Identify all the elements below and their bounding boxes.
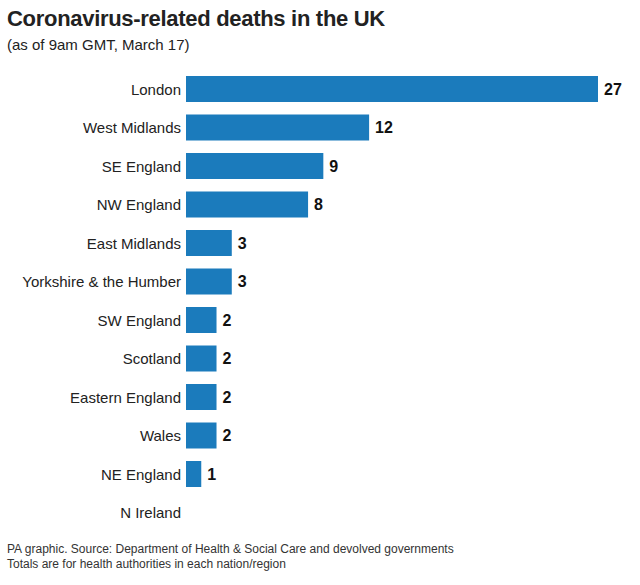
svg-text:Scotland: Scotland [123, 350, 181, 367]
html-text:Coronavirus-related deaths in: Coronavirus-related deaths in the UK [7, 6, 385, 31]
svg-text:Wales: Wales [140, 427, 181, 444]
svg-text:Eastern England: Eastern England [70, 389, 181, 406]
svg-text:8: 8 [314, 196, 323, 213]
svg-text:SW England: SW England [98, 312, 181, 329]
svg-text:2: 2 [223, 427, 232, 444]
svg-text:9: 9 [329, 158, 338, 175]
svg-text:London: London [131, 81, 181, 98]
svg-text:27: 27 [604, 81, 622, 98]
svg-text:2: 2 [223, 312, 232, 329]
html-text:(as of 9am GMT, March 17): (as of 9am GMT, March 17) [7, 36, 190, 53]
svg-text:1: 1 [207, 466, 216, 483]
html-text:Totals are for health authorit: Totals are for health authorities in eac… [7, 557, 286, 571]
svg-text:2: 2 [223, 350, 232, 367]
svg-text:N Ireland: N Ireland [120, 504, 181, 521]
svg-text:East Midlands: East Midlands [87, 235, 181, 252]
svg-text:NW England: NW England [97, 196, 181, 213]
html-text:PA graphic. Source: Department: PA graphic. Source: Department of Health… [7, 542, 454, 556]
svg-text:West Midlands: West Midlands [83, 119, 181, 136]
svg-text:2: 2 [223, 389, 232, 406]
svg-text:12: 12 [375, 119, 393, 136]
svg-text:Yorkshire & the Humber: Yorkshire & the Humber [22, 273, 181, 290]
svg-text:NE England: NE England [101, 466, 181, 483]
svg-text:3: 3 [238, 273, 247, 290]
svg-text:3: 3 [238, 235, 247, 252]
svg-text:SE England: SE England [102, 158, 181, 175]
